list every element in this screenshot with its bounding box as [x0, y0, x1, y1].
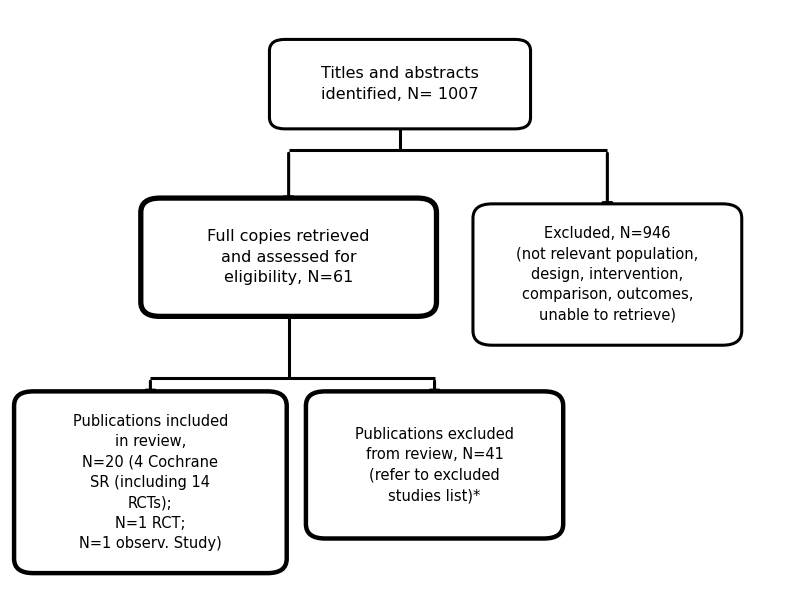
FancyBboxPatch shape: [270, 40, 530, 129]
FancyBboxPatch shape: [141, 198, 437, 316]
FancyBboxPatch shape: [473, 204, 742, 345]
Text: Excluded, N=946
(not relevant population,
design, intervention,
comparison, outc: Excluded, N=946 (not relevant population…: [516, 226, 698, 323]
FancyBboxPatch shape: [14, 391, 286, 573]
Text: Publications included
in review,
N=20 (4 Cochrane
SR (including 14
RCTs);
N=1 RC: Publications included in review, N=20 (4…: [73, 413, 228, 551]
Text: Publications excluded
from review, N=41
(refer to excluded
studies list)*: Publications excluded from review, N=41 …: [355, 427, 514, 503]
FancyBboxPatch shape: [306, 391, 563, 538]
Text: Titles and abstracts
identified, N= 1007: Titles and abstracts identified, N= 1007: [321, 67, 479, 102]
Text: Full copies retrieved
and assessed for
eligibility, N=61: Full copies retrieved and assessed for e…: [207, 230, 370, 285]
